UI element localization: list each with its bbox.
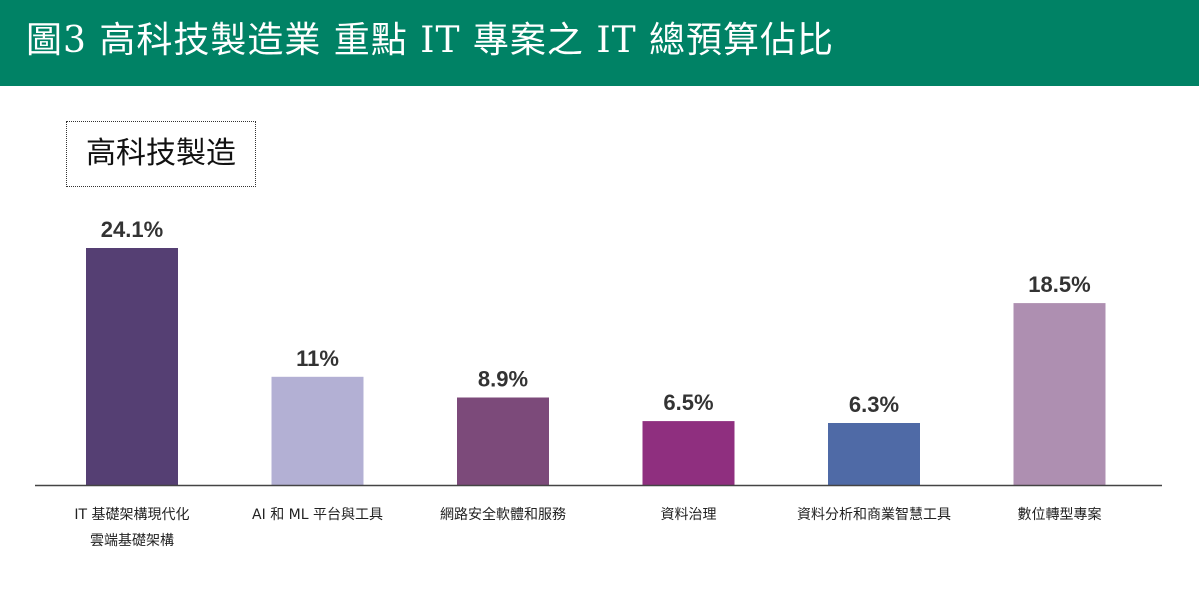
value-label-5: 18.5% — [1028, 272, 1090, 297]
category-label-0-1: 雲端基礎架構 — [90, 532, 174, 549]
category-label-3-0: 資料治理 — [661, 507, 717, 523]
bar-0 — [86, 248, 178, 485]
header-banner: 圖3 高科技製造業 重點 IT 專案之 IT 總預算佔比 — [0, 0, 1199, 86]
chart-title: 高科技製造 — [86, 136, 236, 171]
bar-1 — [271, 376, 364, 485]
bar-4 — [828, 423, 920, 485]
value-label-1: 11% — [296, 346, 339, 371]
page-title: 圖3 高科技製造業 重點 IT 專案之 IT 總預算佔比 — [26, 20, 835, 61]
category-label-4-0: 資料分析和商業智慧工具 — [797, 507, 951, 523]
value-label-4: 6.3% — [849, 392, 899, 417]
category-label-2-0: 網路安全軟體和服務 — [440, 506, 566, 523]
category-label-1-0: AI 和 ML 平台與工具 — [252, 507, 383, 523]
category-label-0-0: IT 基礎架構現代化 — [74, 506, 189, 523]
value-label-3: 6.5% — [663, 390, 713, 415]
value-label-0: 24.1% — [101, 217, 163, 242]
category-label-5-0: 數位轉型專案 — [1018, 506, 1102, 523]
bar-3 — [642, 421, 735, 485]
value-label-2: 8.9% — [478, 367, 528, 392]
bar-2 — [457, 397, 549, 485]
chart-title-box: 高科技製造 — [66, 121, 256, 187]
bar-5 — [1013, 303, 1106, 485]
